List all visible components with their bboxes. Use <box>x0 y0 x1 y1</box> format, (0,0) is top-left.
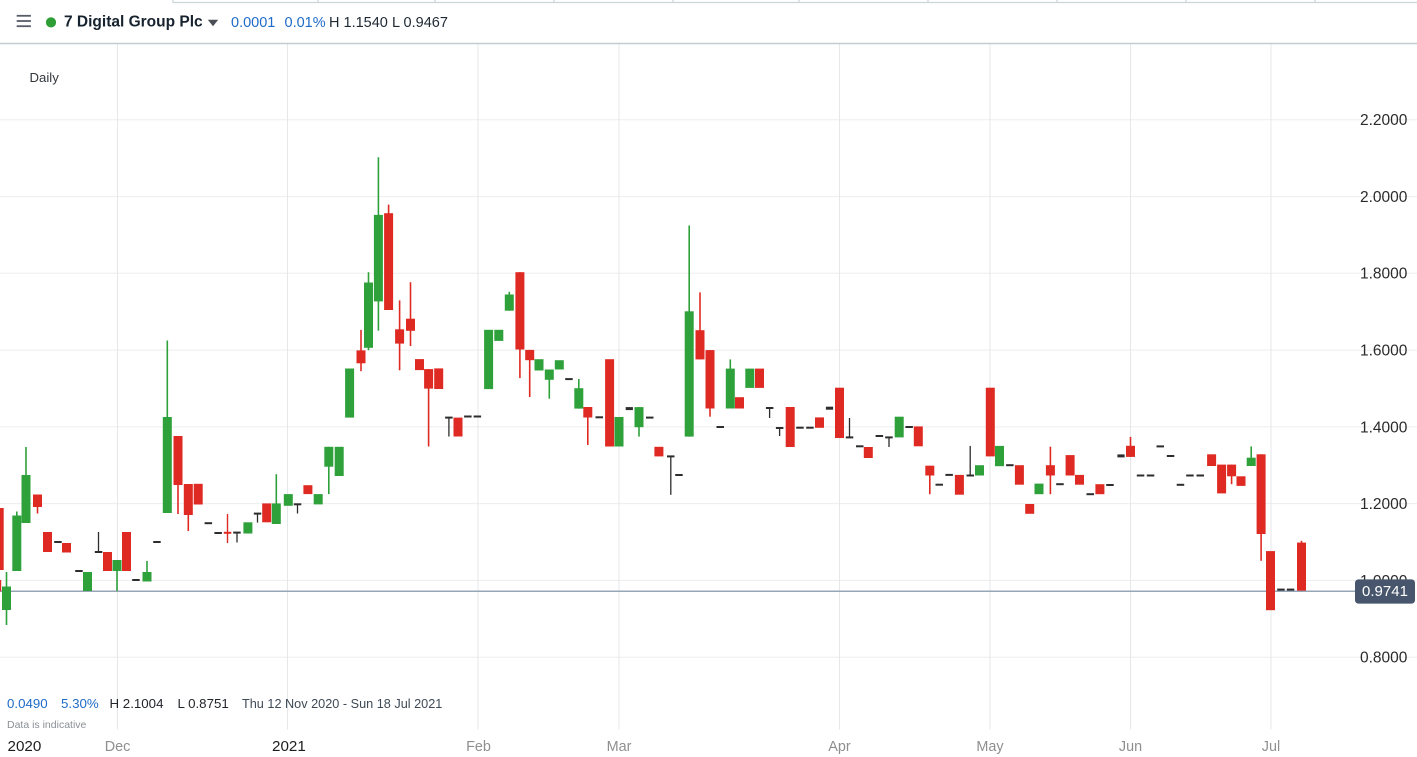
svg-text:H 2.1004: H 2.1004 <box>110 696 164 711</box>
svg-text:Thu 12 Nov 2020 - Sun 18 Jul 2: Thu 12 Nov 2020 - Sun 18 Jul 2021 <box>242 697 442 711</box>
svg-text:Feb: Feb <box>466 739 491 755</box>
svg-text:Jul: Jul <box>1262 739 1280 755</box>
svg-text:0.8000: 0.8000 <box>1360 650 1408 667</box>
svg-text:Dec: Dec <box>105 739 131 755</box>
svg-text:H 1.1540: H 1.1540 <box>329 15 388 31</box>
svg-text:7 Digital Group Plc: 7 Digital Group Plc <box>64 14 203 31</box>
svg-text:0.9741: 0.9741 <box>1362 583 1408 600</box>
svg-text:0.0001: 0.0001 <box>231 15 275 31</box>
svg-text:Apr: Apr <box>828 739 851 755</box>
svg-text:Daily: Daily <box>30 70 60 85</box>
svg-text:2.2000: 2.2000 <box>1360 112 1408 129</box>
svg-text:Mar: Mar <box>607 739 632 755</box>
svg-text:1.6000: 1.6000 <box>1360 343 1408 360</box>
svg-text:1.8000: 1.8000 <box>1360 266 1408 283</box>
svg-text:0.01%: 0.01% <box>285 15 326 31</box>
svg-text:0.0490: 0.0490 <box>7 696 48 711</box>
svg-text:1.2000: 1.2000 <box>1360 496 1408 513</box>
svg-text:L 0.9467: L 0.9467 <box>392 15 448 31</box>
svg-text:2021: 2021 <box>272 738 306 755</box>
svg-text:Jun: Jun <box>1119 739 1142 755</box>
svg-text:2020: 2020 <box>8 738 42 755</box>
svg-text:Data is indicative: Data is indicative <box>7 719 87 731</box>
svg-text:May: May <box>976 739 1004 755</box>
svg-text:5.30%: 5.30% <box>61 696 99 711</box>
svg-text:2.0000: 2.0000 <box>1360 189 1408 206</box>
svg-text:1.4000: 1.4000 <box>1360 419 1408 436</box>
svg-text:L 0.8751: L 0.8751 <box>178 696 229 711</box>
